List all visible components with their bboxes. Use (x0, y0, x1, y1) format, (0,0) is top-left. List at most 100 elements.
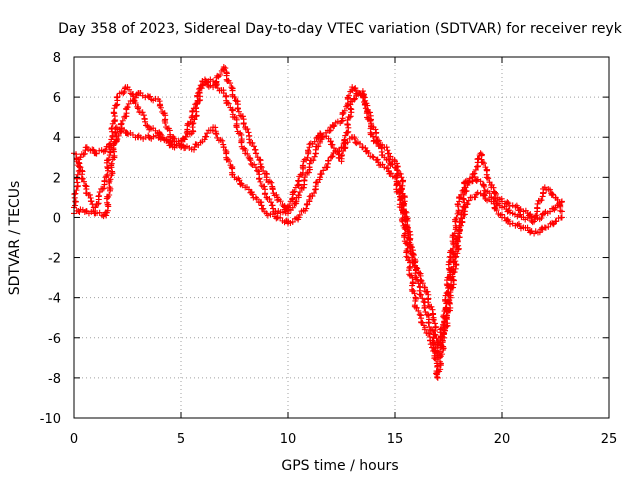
data-point-marker (422, 308, 429, 315)
data-point-marker (96, 189, 103, 196)
data-point-marker (219, 137, 226, 144)
data-point-marker (481, 192, 488, 199)
data-point-marker (427, 337, 434, 344)
data-point-marker (73, 158, 80, 165)
data-point-marker (341, 136, 348, 143)
data-point-marker (86, 191, 93, 198)
plot-frame (73, 56, 610, 419)
data-point-marker (458, 191, 465, 198)
data-point-marker (433, 335, 440, 342)
data-point-marker (432, 324, 439, 331)
y-axis-label: SDTVAR / TECUs (7, 181, 23, 296)
data-point-marker (105, 156, 112, 163)
data-point-marker (120, 90, 127, 97)
data-point-marker (305, 169, 312, 176)
data-point-marker (196, 86, 203, 93)
data-point-marker (245, 186, 252, 193)
data-point-marker (436, 340, 443, 347)
data-point-marker (318, 170, 325, 177)
data-point-marker (247, 157, 254, 164)
data-point-marker (268, 179, 275, 186)
data-point-marker (506, 221, 513, 228)
data-point-marker (301, 177, 308, 184)
data-point-marker (454, 201, 461, 208)
data-point-marker (249, 139, 256, 146)
data-point-marker (277, 198, 284, 205)
data-point-marker (437, 366, 444, 373)
data-point-marker (459, 215, 466, 222)
data-point-marker (346, 114, 353, 121)
data-point-marker (493, 207, 500, 214)
axis-ticks: 0 5 10 15 20 25 -10 -8 -6 -4 -2 0 2 4 6 8 (40, 51, 618, 447)
data-point-marker (365, 149, 372, 156)
data-point-marker (239, 113, 246, 120)
data-point-marker (134, 105, 141, 112)
data-point-marker (286, 202, 293, 209)
data-point-marker (437, 326, 444, 333)
data-point (434, 354, 441, 361)
data-point-marker (264, 212, 271, 219)
data-point (434, 374, 441, 381)
data-point-marker (419, 280, 426, 287)
data-point-marker (532, 212, 539, 219)
data-point-marker (352, 87, 359, 94)
data-point-marker (330, 123, 337, 130)
data-point-marker (304, 201, 311, 208)
data-point-marker (269, 186, 276, 193)
data-point-marker (106, 192, 113, 199)
data-point-marker (296, 189, 303, 196)
data-point-marker (435, 341, 442, 348)
data-point-marker (421, 305, 428, 312)
data-point-marker (387, 153, 394, 160)
data-point-marker (228, 84, 235, 91)
data-point-marker (538, 197, 545, 204)
data-point (103, 146, 110, 153)
data-point-marker (311, 138, 318, 145)
data-point-marker (414, 265, 421, 272)
data-point-marker (256, 175, 263, 182)
data-point-marker (203, 79, 210, 86)
data-point-marker (424, 288, 431, 295)
data-point-marker (415, 307, 422, 314)
grid (74, 57, 609, 418)
data-point-marker (330, 145, 337, 152)
data-point-marker (240, 120, 247, 127)
data-point-marker (214, 72, 221, 79)
data-point-marker (234, 105, 241, 112)
data-point-marker (299, 162, 306, 169)
data-point-marker (76, 163, 83, 170)
data-point-marker (162, 119, 169, 126)
data-point-marker (403, 253, 410, 260)
data-point-marker (107, 176, 114, 183)
data-point-marker (212, 124, 219, 131)
data-point-marker (187, 118, 194, 125)
data-point-marker (472, 166, 479, 173)
data-point-marker (417, 291, 424, 298)
data-point-marker (253, 196, 260, 203)
data-point-marker (425, 303, 432, 310)
data-point-marker (80, 178, 87, 185)
data-point-marker (457, 218, 464, 225)
data-point-marker (295, 177, 302, 184)
data-point-marker (290, 189, 297, 196)
data-point-marker (344, 129, 351, 136)
data-point-marker (398, 186, 405, 193)
data-points (71, 64, 565, 381)
data-point-marker (257, 178, 264, 185)
data-point-marker (304, 154, 311, 161)
data-point-marker (88, 198, 95, 205)
y-tick-label: -8 (48, 372, 61, 387)
data-point-marker (372, 126, 379, 133)
data-point-marker (367, 117, 374, 124)
data-point-marker (225, 100, 232, 107)
data-point-marker (493, 190, 500, 197)
data-point-marker (140, 112, 147, 119)
data-point-marker (94, 201, 101, 208)
data-point-marker (309, 193, 316, 200)
x-tick-label: 5 (177, 432, 185, 447)
data-point-marker (399, 218, 406, 225)
data-point-marker (190, 105, 197, 112)
data-point-marker (441, 327, 448, 334)
data-point-marker (260, 205, 267, 212)
